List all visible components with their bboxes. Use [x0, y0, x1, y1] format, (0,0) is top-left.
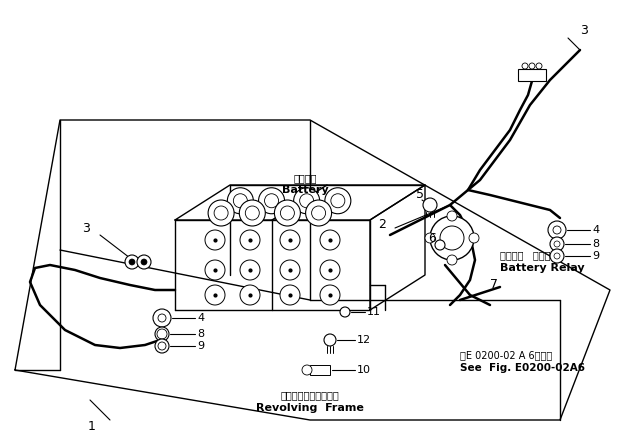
Text: Battery Relay: Battery Relay: [500, 263, 585, 273]
Circle shape: [550, 249, 564, 263]
Text: 9: 9: [592, 251, 599, 261]
Circle shape: [129, 259, 135, 265]
Circle shape: [158, 314, 166, 322]
Text: 8: 8: [197, 329, 204, 339]
Circle shape: [205, 230, 225, 250]
Circle shape: [294, 188, 319, 214]
Circle shape: [430, 216, 474, 260]
Circle shape: [447, 211, 457, 221]
Circle shape: [469, 233, 479, 243]
Text: 12: 12: [357, 335, 371, 345]
Circle shape: [554, 253, 560, 259]
Text: 6: 6: [428, 232, 436, 245]
Text: See  Fig. E0200-02A6: See Fig. E0200-02A6: [460, 363, 585, 373]
Circle shape: [233, 194, 247, 208]
Text: 7: 7: [490, 278, 498, 291]
Text: Revolving  Frame: Revolving Frame: [256, 403, 364, 413]
Text: 8: 8: [592, 239, 599, 249]
Text: 9: 9: [197, 341, 204, 351]
Text: 10: 10: [357, 365, 371, 375]
Circle shape: [155, 327, 169, 341]
Circle shape: [280, 206, 295, 220]
Text: 4: 4: [592, 225, 599, 235]
Text: 図E 0200-02 A 6図参照: 図E 0200-02 A 6図参照: [460, 350, 552, 360]
Circle shape: [240, 285, 260, 305]
Text: 11: 11: [367, 307, 381, 317]
Circle shape: [153, 309, 171, 327]
Circle shape: [265, 194, 278, 208]
Text: バッテリ: バッテリ: [293, 173, 317, 183]
Text: 3: 3: [580, 24, 588, 37]
Circle shape: [325, 188, 351, 214]
Circle shape: [214, 206, 228, 220]
Circle shape: [536, 63, 542, 69]
Circle shape: [240, 260, 260, 280]
Circle shape: [311, 206, 326, 220]
Circle shape: [300, 194, 314, 208]
Circle shape: [137, 255, 151, 269]
Circle shape: [125, 255, 139, 269]
Circle shape: [550, 237, 564, 251]
Circle shape: [522, 63, 528, 69]
Circle shape: [280, 260, 300, 280]
Circle shape: [205, 285, 225, 305]
Circle shape: [205, 260, 225, 280]
Circle shape: [280, 285, 300, 305]
Circle shape: [302, 365, 312, 375]
Text: 1: 1: [88, 421, 96, 434]
Circle shape: [548, 221, 566, 239]
Circle shape: [306, 200, 331, 226]
Text: 2: 2: [378, 219, 386, 232]
Text: バッテリ   リレー: バッテリ リレー: [500, 250, 550, 260]
Circle shape: [435, 240, 445, 250]
Circle shape: [275, 200, 300, 226]
Circle shape: [340, 307, 350, 317]
Circle shape: [155, 339, 169, 353]
Circle shape: [554, 241, 560, 247]
Text: 3: 3: [82, 222, 90, 235]
Circle shape: [425, 233, 435, 243]
Circle shape: [447, 255, 457, 265]
Circle shape: [320, 260, 340, 280]
Circle shape: [141, 259, 147, 265]
Circle shape: [331, 194, 345, 208]
Text: 5: 5: [416, 189, 424, 202]
Circle shape: [245, 206, 260, 220]
Circle shape: [240, 230, 260, 250]
Circle shape: [423, 198, 437, 212]
Text: レボルビングフレーム: レボルビングフレーム: [281, 390, 339, 400]
Circle shape: [324, 334, 336, 346]
Circle shape: [227, 188, 253, 214]
Circle shape: [258, 188, 285, 214]
Circle shape: [320, 285, 340, 305]
Circle shape: [239, 200, 265, 226]
Circle shape: [157, 329, 167, 339]
Circle shape: [529, 63, 535, 69]
FancyBboxPatch shape: [518, 69, 546, 81]
Circle shape: [208, 200, 234, 226]
Text: 4: 4: [197, 313, 204, 323]
Circle shape: [158, 342, 166, 350]
Circle shape: [280, 230, 300, 250]
FancyBboxPatch shape: [310, 365, 330, 375]
Text: Battery: Battery: [281, 185, 328, 195]
Circle shape: [440, 226, 464, 250]
Circle shape: [320, 230, 340, 250]
Circle shape: [553, 226, 561, 234]
